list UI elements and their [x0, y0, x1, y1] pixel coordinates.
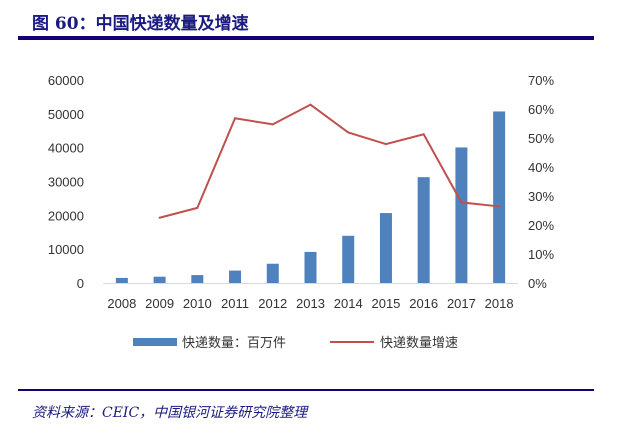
bar-2011	[229, 270, 242, 283]
title-divider	[18, 36, 594, 40]
left-tick-label: 30000	[48, 175, 84, 190]
right-tick-label: 40%	[528, 160, 554, 175]
right-tick-label: 70%	[528, 73, 554, 88]
bar-2014	[342, 235, 355, 283]
left-tick-label: 60000	[48, 73, 84, 88]
bar-2017	[455, 147, 468, 283]
growth-point-2014	[347, 131, 350, 134]
growth-point-2018	[498, 205, 501, 208]
bar-2008	[115, 277, 128, 283]
left-tick-label: 10000	[48, 242, 84, 257]
x-tick-label: 2014	[334, 296, 363, 311]
right-tick-label: 0%	[528, 276, 547, 291]
left-tick-label: 20000	[48, 208, 84, 223]
legend-label-line: 快递数量增速	[380, 335, 458, 350]
x-tick-label: 2009	[145, 296, 174, 311]
growth-point-2016	[422, 133, 425, 136]
bar-2018	[493, 111, 506, 283]
left-tick-label: 0	[77, 276, 84, 291]
growth-point-2015	[384, 143, 387, 146]
left-tick-label: 50000	[48, 107, 84, 122]
bar-2009	[153, 276, 166, 283]
right-tick-label: 10%	[528, 247, 554, 262]
growth-point-2013	[309, 103, 312, 106]
x-tick-label: 2017	[447, 296, 476, 311]
x-tick-label: 2011	[221, 296, 249, 311]
left-tick-label: 40000	[48, 141, 84, 156]
growth-point-2011	[234, 117, 237, 120]
growth-point-2017	[460, 201, 463, 204]
bar-2013	[304, 251, 317, 283]
footer-divider	[18, 389, 594, 391]
legend-swatch-bar	[133, 338, 177, 346]
x-tick-label: 2012	[258, 296, 287, 311]
bar-2010	[191, 275, 204, 283]
x-tick-label: 2010	[183, 296, 212, 311]
right-tick-label: 20%	[528, 218, 554, 233]
bar-2016	[417, 177, 430, 283]
x-tick-label: 2015	[371, 296, 400, 311]
right-tick-label: 30%	[528, 189, 554, 204]
x-tick-label: 2013	[296, 296, 325, 311]
right-tick-label: 60%	[528, 102, 554, 117]
growth-line	[159, 103, 500, 219]
growth-point-2009	[158, 216, 161, 219]
chart: 0 10000 20000 30000 40000 50000 60000 0% 10% 20% 3…	[48, 73, 555, 350]
x-tick-label: 2016	[409, 296, 438, 311]
x-tick-label: 2008	[107, 296, 136, 311]
bar-2015	[379, 213, 392, 283]
bar-2012	[266, 263, 279, 283]
legend-label-bar: 快递数量：百万件	[182, 335, 286, 350]
figure-title: 图 60：中国快递数量及增速	[32, 14, 249, 34]
growth-point-2010	[196, 206, 199, 209]
right-tick-label: 50%	[528, 131, 554, 146]
growth-point-2012	[271, 123, 274, 126]
source-note: 资料来源：CEIC，中国银河证券研究院整理	[32, 405, 308, 421]
x-tick-label: 2018	[485, 296, 514, 311]
